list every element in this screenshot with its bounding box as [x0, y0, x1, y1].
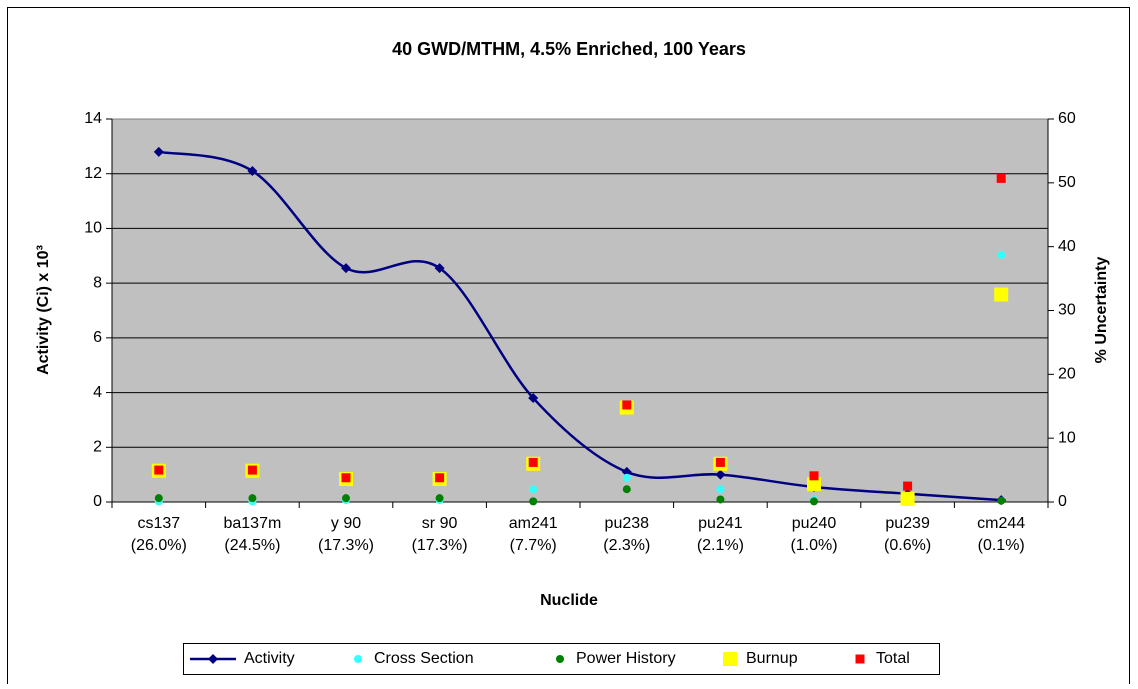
y-axis-title: Activity (Ci) x 10³	[35, 245, 52, 375]
legend-label: Cross Section	[374, 650, 474, 667]
x-tick-label: cm244	[977, 515, 1025, 532]
x-tick-label: (17.3%)	[318, 537, 374, 554]
data-point	[715, 469, 726, 480]
x-tick-label: am241	[509, 515, 558, 532]
legend-label: Burnup	[746, 650, 798, 667]
x-tick-label: pu238	[605, 515, 650, 532]
x-tick-label: pu240	[792, 515, 837, 532]
data-point	[247, 165, 258, 176]
x-tick-label: y 90	[331, 515, 361, 532]
y2-tick-label: 50	[1058, 174, 1076, 191]
y2-tick-label: 20	[1058, 366, 1076, 383]
x-tick-label: pu239	[885, 515, 930, 532]
y-tick-label: 0	[93, 493, 102, 510]
data-point	[994, 287, 1009, 302]
chart-title: 40 GWD/MTHM, 4.5% Enriched, 100 Years	[392, 39, 746, 59]
x-tick-label: (0.6%)	[884, 537, 931, 554]
legend-marker	[556, 655, 564, 663]
data-point	[528, 393, 539, 404]
x-axis-title: Nuclide	[540, 592, 598, 609]
x-tick-label: (2.1%)	[697, 537, 744, 554]
data-point	[997, 250, 1006, 259]
data-point	[996, 173, 1006, 183]
data-point	[248, 494, 257, 503]
data-point	[997, 496, 1006, 505]
data-point	[529, 497, 538, 506]
data-point	[153, 146, 164, 157]
y2-tick-label: 0	[1058, 493, 1067, 510]
x-tick-label: ba137m	[223, 515, 281, 532]
y2-tick-label: 40	[1058, 238, 1076, 255]
legend-marker	[208, 654, 218, 664]
legend-marker	[354, 655, 362, 663]
data-point	[900, 491, 915, 506]
data-point	[622, 473, 631, 482]
data-point	[809, 471, 819, 481]
x-tick-label: cs137	[137, 515, 180, 532]
data-point	[807, 477, 821, 492]
y2-tick-label: 60	[1058, 110, 1076, 127]
y-tick-label: 4	[93, 384, 102, 401]
x-tick-label: (24.5%)	[224, 537, 280, 554]
data-point	[529, 485, 538, 494]
legend-label: Power History	[576, 650, 676, 667]
y2-tick-label: 30	[1058, 302, 1076, 319]
x-tick-label: (1.0%)	[790, 537, 837, 554]
plot-area	[111, 118, 1049, 503]
y-tick-label: 12	[84, 165, 102, 182]
x-tick-label: (26.0%)	[131, 537, 187, 554]
data-point	[435, 473, 445, 483]
y2-axis-title: % Uncertainty	[1093, 257, 1110, 364]
y-tick-label: 14	[84, 110, 102, 127]
legend-marker	[723, 652, 737, 666]
data-point	[434, 263, 445, 274]
y-tick-label: 2	[93, 439, 102, 456]
legend-label: Total	[876, 650, 910, 667]
x-tick-label: sr 90	[422, 515, 458, 532]
data-point	[903, 481, 913, 491]
data-point	[342, 494, 350, 503]
data-point	[621, 466, 632, 477]
x-tick-label: (2.3%)	[603, 537, 650, 554]
series-line	[158, 150, 1002, 502]
x-tick-label: (7.7%)	[510, 537, 557, 554]
data-point	[622, 400, 632, 410]
x-tick-label: (17.3%)	[412, 537, 468, 554]
y-tick-label: 10	[84, 220, 102, 237]
data-point	[622, 485, 631, 494]
data-point	[247, 465, 257, 475]
x-tick-label: (0.1%)	[978, 537, 1025, 554]
legend-marker	[855, 654, 865, 664]
data-point	[154, 494, 163, 503]
data-point	[528, 457, 538, 467]
data-point	[716, 485, 725, 494]
legend-label: Activity	[244, 650, 295, 667]
data-point	[154, 465, 164, 475]
y-tick-label: 6	[93, 329, 102, 346]
data-point	[716, 495, 725, 504]
y-tick-label: 8	[93, 274, 102, 291]
y2-tick-label: 10	[1058, 429, 1076, 446]
x-tick-label: pu241	[698, 515, 743, 532]
data-point	[715, 457, 725, 467]
data-point	[341, 473, 351, 483]
data-point	[341, 263, 351, 274]
data-point	[810, 497, 818, 506]
data-point	[435, 494, 444, 503]
